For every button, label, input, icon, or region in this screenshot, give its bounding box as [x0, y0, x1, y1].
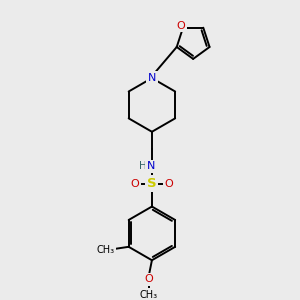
Text: N: N — [148, 73, 156, 83]
Text: H: H — [140, 161, 147, 171]
Text: O: O — [165, 178, 173, 188]
Text: CH₃: CH₃ — [140, 290, 158, 300]
Text: S: S — [147, 177, 157, 190]
Text: O: O — [177, 21, 185, 31]
Text: O: O — [130, 178, 139, 188]
Text: N: N — [147, 161, 155, 171]
Text: O: O — [145, 274, 153, 284]
Text: CH₃: CH₃ — [97, 245, 115, 255]
